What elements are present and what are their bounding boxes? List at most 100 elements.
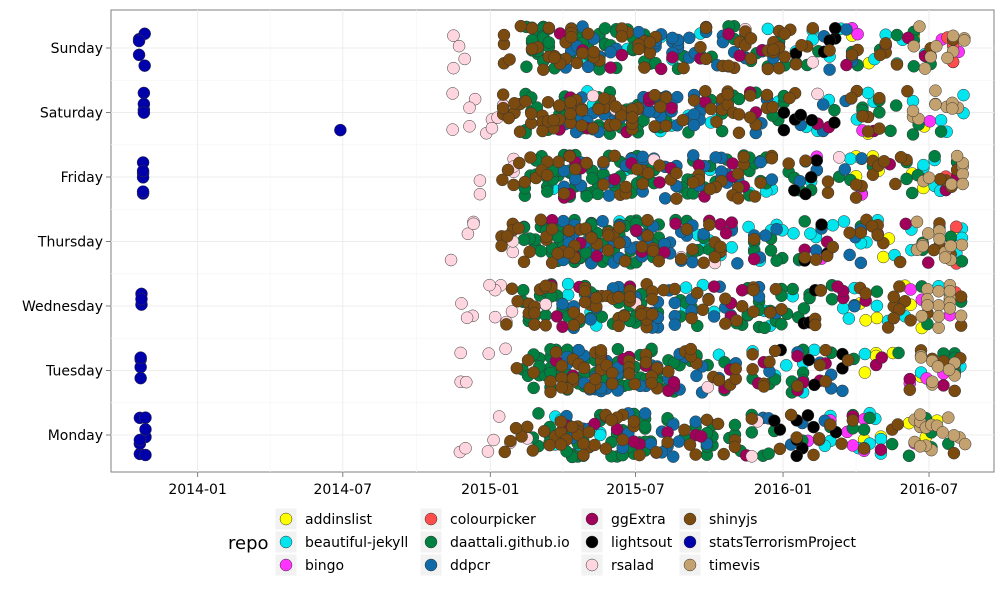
- data-point: [765, 173, 779, 186]
- data-point: [730, 314, 743, 327]
- data-point: [686, 243, 699, 256]
- data-point: [539, 279, 552, 293]
- data-point: [548, 51, 561, 65]
- data-point: [683, 438, 697, 451]
- data-point: [851, 27, 864, 41]
- data-point: [137, 86, 151, 100]
- data-point: [831, 280, 844, 293]
- data-point: [849, 178, 863, 191]
- data-point: [638, 407, 652, 420]
- data-point: [562, 246, 576, 260]
- data-point: [789, 58, 803, 71]
- data-point: [923, 115, 937, 128]
- data-point: [874, 432, 888, 446]
- data-point: [858, 366, 872, 379]
- data-point: [717, 447, 730, 461]
- data-point: [136, 185, 150, 198]
- data-point: [460, 311, 474, 325]
- data-point: [532, 407, 545, 420]
- data-point: [525, 21, 539, 35]
- data-point: [788, 184, 801, 197]
- data-point: [799, 154, 812, 167]
- y-tick-label: Friday: [61, 170, 103, 186]
- data-point: [689, 415, 702, 428]
- data-point: [921, 256, 935, 269]
- data-point: [932, 321, 945, 334]
- data-point: [623, 290, 637, 304]
- data-point: [811, 87, 824, 101]
- data-point: [598, 22, 612, 35]
- data-point: [770, 254, 783, 267]
- data-point: [447, 61, 460, 75]
- data-point: [942, 363, 956, 376]
- data-point: [657, 283, 670, 297]
- data-point: [694, 40, 707, 54]
- y-axis: Monday Tuesday Wednesday Thursday Friday Satu…: [22, 41, 111, 444]
- data-point: [635, 240, 649, 254]
- data-point: [496, 101, 510, 115]
- data-point: [804, 171, 818, 184]
- data-point: [945, 177, 958, 191]
- data-point: [594, 344, 608, 357]
- data-point: [638, 61, 651, 74]
- data-point: [503, 53, 516, 66]
- data-point: [604, 61, 617, 74]
- data-point: [790, 431, 803, 444]
- data-point: [759, 229, 772, 242]
- data-point: [702, 293, 715, 306]
- data-point: [929, 98, 942, 111]
- data-point: [544, 385, 557, 399]
- data-point: [567, 306, 580, 319]
- data-point: [608, 149, 621, 163]
- data-point: [819, 343, 832, 357]
- data-point: [541, 168, 554, 182]
- data-point: [861, 86, 875, 100]
- data-point: [556, 320, 569, 333]
- data-point: [139, 423, 152, 436]
- data-point: [513, 125, 527, 138]
- data-point: [519, 95, 532, 108]
- data-point: [703, 182, 717, 196]
- data-point: [907, 60, 921, 73]
- data-point: [642, 105, 656, 118]
- data-point: [537, 425, 551, 438]
- data-point: [934, 172, 947, 186]
- data-point: [697, 256, 710, 270]
- data-point: [499, 342, 512, 356]
- data-point: [893, 280, 906, 293]
- data-point: [917, 158, 930, 172]
- data-point: [596, 214, 609, 228]
- data-point: [743, 111, 757, 124]
- legend-label: rsalad: [611, 558, 654, 574]
- data-point: [820, 249, 834, 263]
- data-point: [916, 239, 929, 253]
- data-point: [765, 151, 779, 165]
- data-point: [814, 284, 828, 297]
- data-point: [763, 306, 777, 319]
- data-point: [766, 100, 779, 114]
- data-point: [932, 299, 945, 312]
- data-point: [463, 101, 476, 114]
- data-point: [578, 284, 592, 298]
- data-point: [524, 151, 537, 164]
- data-point: [589, 372, 602, 386]
- data-point: [826, 219, 840, 232]
- data-point: [564, 95, 577, 109]
- data-point: [906, 128, 920, 141]
- data-point: [887, 311, 900, 325]
- data-point: [542, 21, 556, 35]
- data-point: [892, 346, 905, 360]
- data-point: [628, 377, 641, 391]
- data-point: [525, 107, 538, 120]
- data-point: [890, 58, 904, 71]
- data-point: [653, 159, 666, 172]
- data-point: [463, 120, 476, 133]
- data-point: [455, 297, 468, 310]
- data-point: [543, 438, 556, 452]
- legend-label: daattali.github.io: [450, 535, 570, 551]
- data-point: [921, 299, 934, 312]
- data-point: [745, 450, 759, 463]
- data-point: [691, 286, 704, 300]
- data-point: [601, 229, 615, 242]
- data-point: [826, 240, 840, 254]
